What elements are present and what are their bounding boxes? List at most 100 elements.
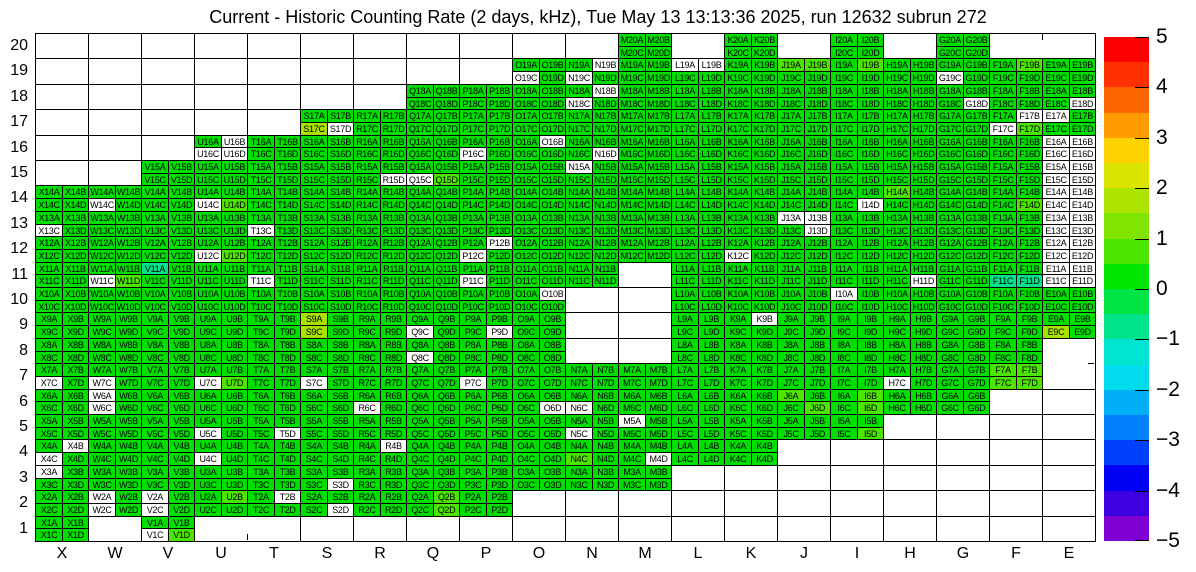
- x-axis-tick: [724, 534, 725, 540]
- x-axis-label: I: [854, 545, 860, 562]
- empty-module-box: [565, 287, 619, 313]
- colorbar-segment: [1104, 491, 1149, 516]
- x-axis-tick: [936, 534, 937, 540]
- x-axis-label: H: [904, 545, 916, 562]
- y-axis-tick: [36, 236, 42, 237]
- y-axis-label: 17: [10, 113, 28, 130]
- y-axis-tick: [1088, 211, 1094, 212]
- colorbar-segment: [1104, 289, 1149, 314]
- y-axis-tick: [36, 185, 42, 186]
- x-axis-tick: [1042, 534, 1043, 540]
- empty-module-box: [618, 312, 672, 339]
- colorbar-segment: [1104, 113, 1149, 138]
- x-axis-tick: [724, 34, 725, 40]
- x-axis-label: P: [480, 545, 492, 562]
- y-axis-label: 8: [19, 342, 28, 359]
- colorbar-segment: [1104, 314, 1149, 339]
- x-axis-tick: [353, 34, 354, 40]
- colorbar-tick: [1135, 188, 1149, 189]
- colorbar-tick-label: 1: [1156, 227, 1168, 250]
- x-axis-tick: [671, 534, 672, 540]
- colorbar-segment: [1104, 87, 1149, 113]
- empty-module-box: [300, 84, 354, 110]
- x-axis-tick: [671, 34, 672, 40]
- colorbar-segment: [1104, 138, 1149, 163]
- colorbar-segment: [1104, 188, 1149, 213]
- y-axis-tick: [36, 211, 42, 212]
- x-axis-tick: [353, 534, 354, 540]
- colorbar-tick: [1135, 440, 1149, 441]
- y-axis-tick: [36, 160, 42, 161]
- heatmap-cell: I20D: [857, 46, 884, 59]
- x-axis-label: Q: [426, 545, 440, 562]
- colorbar-segment: [1104, 339, 1149, 365]
- y-axis-tick: [36, 58, 42, 59]
- y-axis-tick: [36, 490, 42, 491]
- y-axis-label: 15: [10, 164, 28, 181]
- colorbar-tick-label: 4: [1156, 75, 1168, 98]
- y-axis-tick: [1088, 389, 1094, 390]
- colorbar-segment: [1104, 163, 1149, 188]
- x-axis-tick: [777, 534, 778, 540]
- x-axis-tick: [194, 534, 195, 540]
- x-axis-tick: [777, 34, 778, 40]
- x-axis-label: R: [374, 545, 386, 562]
- colorbar-tick-label: 0: [1156, 277, 1168, 300]
- colorbar-tick: [1135, 491, 1149, 492]
- y-axis-tick: [36, 465, 42, 466]
- x-axis-label: N: [586, 545, 598, 562]
- x-axis-label: J: [800, 545, 808, 562]
- x-axis-tick: [141, 534, 142, 540]
- x-axis-tick: [406, 534, 407, 540]
- colorbar-tick-label: −1: [1156, 327, 1180, 350]
- y-axis-tick: [1088, 414, 1094, 415]
- empty-module-box: [141, 109, 195, 136]
- y-axis-tick: [1088, 262, 1094, 263]
- colorbar-segment: [1104, 37, 1149, 62]
- colorbar-tick-label: 2: [1156, 176, 1168, 199]
- colorbar-segment: [1104, 390, 1149, 415]
- x-axis-tick: [141, 34, 142, 40]
- y-axis-tick: [1088, 516, 1094, 517]
- y-axis-tick: [1088, 312, 1094, 313]
- x-axis-tick: [247, 534, 248, 540]
- x-axis-label: U: [215, 545, 227, 562]
- x-axis-tick: [618, 534, 619, 540]
- x-axis-tick: [565, 34, 566, 40]
- x-axis-label: X: [56, 545, 68, 562]
- heatmap-cell: E9C: [1042, 325, 1070, 339]
- y-axis-tick: [1088, 160, 1094, 161]
- y-axis-tick: [36, 516, 42, 517]
- y-axis-tick: [1088, 363, 1094, 364]
- colorbar-tick-label: −3: [1156, 428, 1180, 451]
- y-axis-tick: [1088, 490, 1094, 491]
- x-axis-tick: [88, 34, 89, 40]
- colorbar-tick: [1135, 138, 1149, 139]
- empty-module-box: [35, 160, 89, 186]
- colorbar-tick: [1135, 37, 1149, 38]
- colorbar-tick-label: −5: [1156, 529, 1180, 552]
- x-axis-tick: [300, 34, 301, 40]
- x-axis-tick: [936, 34, 937, 40]
- colorbar-tick: [1135, 289, 1149, 290]
- colorbar-tick: [1135, 339, 1149, 340]
- x-axis-tick: [830, 34, 831, 40]
- x-axis-label: T: [269, 545, 279, 562]
- y-axis-tick: [1088, 465, 1094, 466]
- x-axis-tick: [883, 534, 884, 540]
- colorbar-segment: [1104, 465, 1149, 491]
- heatmap-cell: G20D: [963, 46, 990, 59]
- y-axis-label: 5: [19, 418, 28, 435]
- colorbar-tick: [1135, 540, 1149, 541]
- colorbar-tick: [1135, 239, 1149, 240]
- y-axis-label: 9: [19, 316, 28, 333]
- y-axis-label: 4: [19, 443, 28, 460]
- y-axis-tick: [1088, 287, 1094, 288]
- colorbar-tick: [1135, 390, 1149, 391]
- x-axis-label: K: [745, 545, 757, 562]
- colorbar-segment: [1104, 264, 1149, 289]
- y-axis-tick: [36, 389, 42, 390]
- x-axis-tick: [565, 534, 566, 540]
- chart-title: Current - Historic Counting Rate (2 days…: [209, 7, 987, 27]
